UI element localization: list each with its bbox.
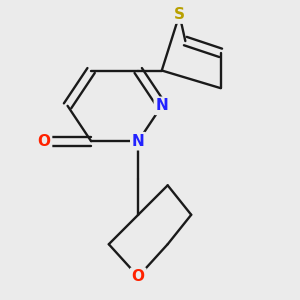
Text: N: N — [132, 134, 145, 149]
Text: O: O — [132, 269, 145, 284]
Text: S: S — [174, 7, 185, 22]
Text: N: N — [155, 98, 168, 113]
Text: O: O — [38, 134, 50, 149]
